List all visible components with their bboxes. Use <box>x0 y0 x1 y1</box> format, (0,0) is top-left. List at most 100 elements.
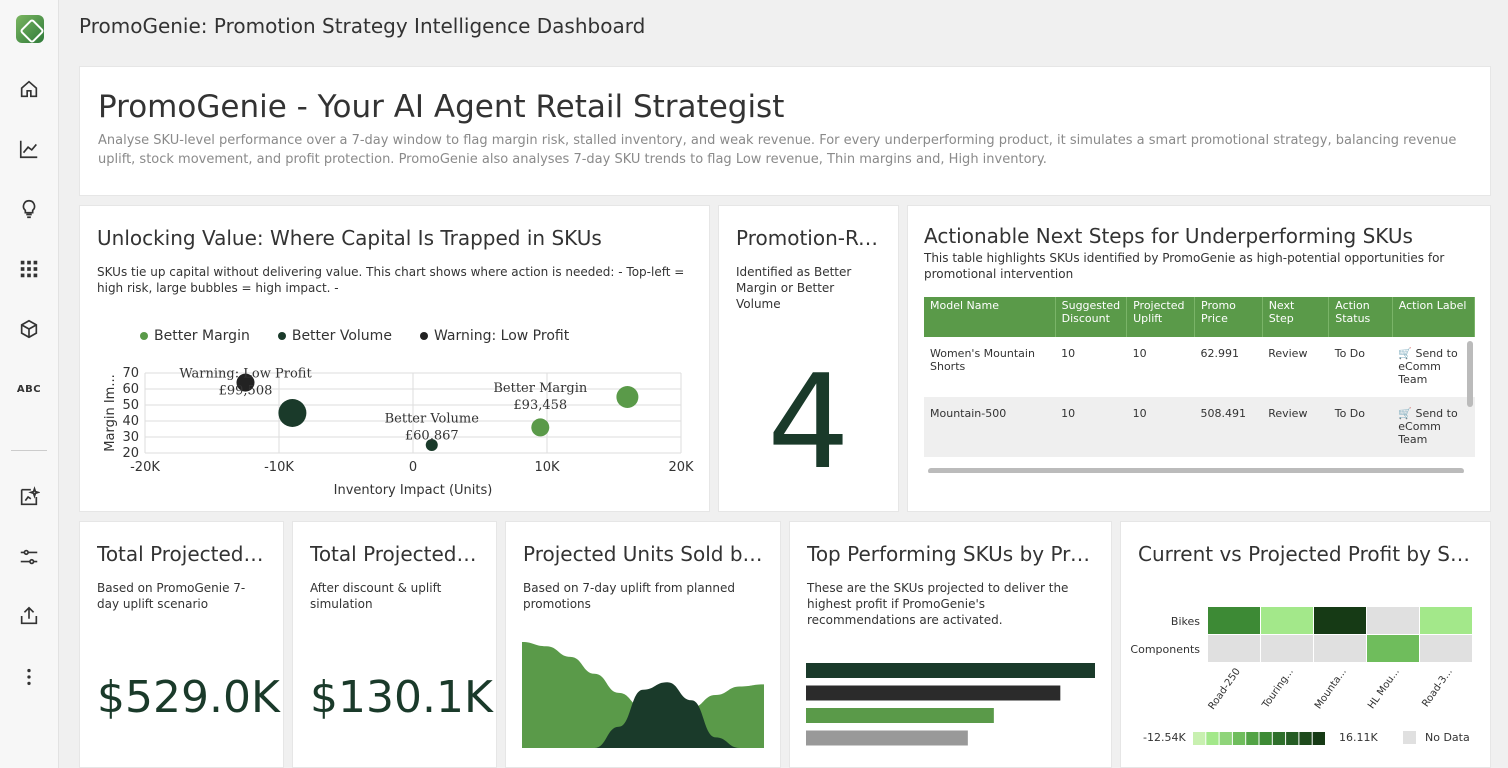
app-logo-icon[interactable] <box>16 15 44 43</box>
more-vertical-icon[interactable] <box>15 663 43 691</box>
bubble-point[interactable] <box>531 418 550 437</box>
home-icon[interactable] <box>15 75 43 103</box>
sku-bar[interactable] <box>806 663 1095 678</box>
top-skus-subtitle: These are the SKUs projected to deliver … <box>807 581 1069 627</box>
hero-card: PromoGenie - Your AI Agent Retail Strate… <box>79 66 1491 196</box>
no-data-label: No Data <box>1425 731 1470 744</box>
annotation-value: £93,458 <box>513 398 567 413</box>
table-cell: 10 <box>1132 347 1147 360</box>
column-header[interactable]: Next Step <box>1262 297 1330 337</box>
lightbulb-icon[interactable] <box>15 195 43 223</box>
legend-item[interactable]: Better Margin <box>140 328 250 344</box>
horizontal-scrollbar[interactable] <box>928 468 1464 473</box>
send-to-ecomm-action[interactable]: 🛒 Send to eComm Team <box>1398 347 1458 386</box>
chart-legend: Better Margin Better Volume Warning: Low P… <box>140 328 569 344</box>
column-header[interactable]: Promo Price <box>1194 297 1263 337</box>
heatmap-scale-swatch <box>1312 732 1325 745</box>
bubble-point[interactable] <box>425 439 438 451</box>
table-cell: Mountain-500 <box>924 397 1056 457</box>
units-sold-subtitle: Based on 7-day uplift from planned promo… <box>523 581 735 611</box>
abc-icon[interactable]: ABC <box>16 383 42 395</box>
heatmap-scale-swatch <box>1259 732 1272 745</box>
sku-bar[interactable] <box>806 708 994 723</box>
annotation-label: Warning: Low Profit <box>179 367 312 382</box>
heatmap-cell[interactable] <box>1314 635 1366 662</box>
bubble-chart-card[interactable]: Unlocking Value: Where Capital Is Trappe… <box>79 205 710 512</box>
table-cell: Review <box>1268 347 1308 360</box>
table-row[interactable]: Mountain-500 10 10 508.491 Review To Do 🛒 Send… <box>924 397 1475 457</box>
send-to-ecomm-action[interactable]: 🛒 Send to eComm Team <box>1392 397 1475 457</box>
x-tick-label: 20K <box>668 460 694 475</box>
column-header[interactable]: Projected Uplift <box>1126 297 1195 337</box>
heatmap-scale-swatch <box>1246 732 1259 745</box>
hero-description: Analyse SKU-level performance over a 7-d… <box>98 133 1457 167</box>
y-tick-label: 50 <box>122 398 139 413</box>
heatmap-column-label: Road-250 <box>1207 666 1243 711</box>
heatmap-column-label: HL Mou... <box>1366 666 1402 711</box>
top-skus-title: Top Performing SKUs by Project... <box>807 542 1094 566</box>
bubble-point[interactable] <box>278 399 307 427</box>
top-skus-card[interactable]: Top Performing SKUs by Project... These … <box>789 521 1112 768</box>
promotion-ready-title: Promotion-Rea... <box>736 226 881 250</box>
table-cell: 10 <box>1061 347 1076 360</box>
area-series[interactable] <box>522 682 764 748</box>
grid-icon[interactable] <box>15 255 43 283</box>
legend-label: Warning: Low Profit <box>433 328 570 344</box>
column-header[interactable]: Action Label <box>1392 297 1475 337</box>
sliders-icon[interactable] <box>15 543 43 571</box>
total-profit-card[interactable]: Total Projected Pr... After discount & u… <box>292 521 497 768</box>
heatmap-cell[interactable] <box>1420 607 1472 634</box>
column-header[interactable]: Model Name <box>924 297 1056 337</box>
x-tick-label: 0 <box>409 460 417 475</box>
total-profit-subtitle: After discount & uplift simulation <box>310 581 442 611</box>
units-sold-card[interactable]: Projected Units Sold by W... Based on 7-… <box>505 521 781 768</box>
heatmap-cell[interactable] <box>1261 607 1313 634</box>
total-revenue-card[interactable]: Total Projected Re... Based on PromoGeni… <box>79 521 284 768</box>
bubble-point[interactable] <box>236 373 255 392</box>
heatmap-column-label: Road-3... <box>1420 666 1455 709</box>
table-row[interactable]: Women's Mountain Shorts 10 10 62.991 Review T… <box>924 337 1475 397</box>
column-header[interactable]: Suggested Discount <box>1055 297 1128 337</box>
units-area-chart[interactable] <box>506 642 780 752</box>
heatmap-scale-swatch <box>1219 732 1232 745</box>
heatmap-scale-swatch <box>1299 732 1312 745</box>
heatmap-cell[interactable] <box>1261 635 1313 662</box>
sku-bar[interactable] <box>806 685 1061 701</box>
bubble-chart-title: Unlocking Value: Where Capital Is Trappe… <box>97 226 602 250</box>
legend-dot-icon <box>277 332 286 340</box>
heatmap-column-label: Mounta... <box>1313 666 1349 711</box>
heatmap-cell[interactable] <box>1367 635 1419 662</box>
share-icon[interactable] <box>15 602 43 630</box>
sku-bar[interactable] <box>806 730 968 746</box>
next-steps-subtitle: This table highlights SKUs identified by… <box>924 251 1445 281</box>
cube-icon[interactable] <box>15 315 43 343</box>
promotion-ready-value: 4 <box>767 346 850 498</box>
hero-title: PromoGenie - Your AI Agent Retail Strate… <box>98 89 785 125</box>
line-chart-icon[interactable] <box>15 135 43 163</box>
heatmap-row-label: Bikes <box>1171 615 1200 628</box>
profit-heatmap[interactable]: Bikes Components Road-250 Touring... Mounta.… <box>1121 597 1490 757</box>
table-scroll-area[interactable]: Model Name Suggested Discount Projected Up… <box>924 297 1475 473</box>
heatmap-cell[interactable] <box>1208 635 1260 662</box>
heatmap-scale-swatch <box>1286 732 1299 745</box>
legend-item[interactable]: Better Volume <box>277 328 392 344</box>
heatmap-cell[interactable] <box>1314 607 1366 634</box>
y-tick-label: 60 <box>122 382 139 397</box>
heatmap-cell[interactable] <box>1208 607 1260 634</box>
sparkle-chart-icon[interactable] <box>15 483 43 511</box>
heatmap-cell[interactable] <box>1420 635 1472 662</box>
heatmap-scale-swatch <box>1206 732 1219 745</box>
heatmap-cell[interactable] <box>1367 607 1419 634</box>
y-tick-label: 70 <box>122 366 139 381</box>
profit-heatmap-card[interactable]: Current vs Projected Profit by SKU an...… <box>1120 521 1491 768</box>
table-cell: Review <box>1262 397 1329 457</box>
vertical-scrollbar[interactable] <box>1467 341 1473 407</box>
bubble-point[interactable] <box>616 386 639 408</box>
promotion-ready-card[interactable]: Promotion-Rea... Identified as Better Ma… <box>718 205 899 512</box>
legend-item[interactable]: Warning: Low Profit <box>419 328 570 344</box>
top-skus-bar-chart[interactable] <box>790 658 1111 748</box>
column-header[interactable]: Action Status <box>1328 297 1393 337</box>
profit-heatmap-title: Current vs Projected Profit by SKU an... <box>1138 542 1473 566</box>
legend-dot-icon <box>419 332 428 340</box>
